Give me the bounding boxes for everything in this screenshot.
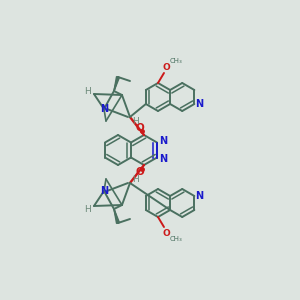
Text: O: O [136, 123, 144, 133]
Text: CH₃: CH₃ [170, 236, 183, 242]
Text: O: O [136, 167, 144, 177]
Polygon shape [114, 209, 119, 224]
Text: CH₃: CH₃ [170, 58, 183, 64]
Text: O: O [162, 62, 170, 71]
Text: N: N [100, 104, 108, 114]
Text: N: N [195, 99, 203, 109]
Text: H: H [85, 86, 92, 95]
Polygon shape [114, 76, 119, 91]
Text: H: H [85, 205, 92, 214]
Text: N: N [159, 154, 167, 164]
Text: N: N [100, 186, 108, 196]
Text: N: N [159, 136, 167, 146]
Text: H: H [133, 116, 140, 125]
Text: H: H [133, 175, 140, 184]
Text: O: O [162, 229, 170, 238]
Text: N: N [195, 191, 203, 201]
